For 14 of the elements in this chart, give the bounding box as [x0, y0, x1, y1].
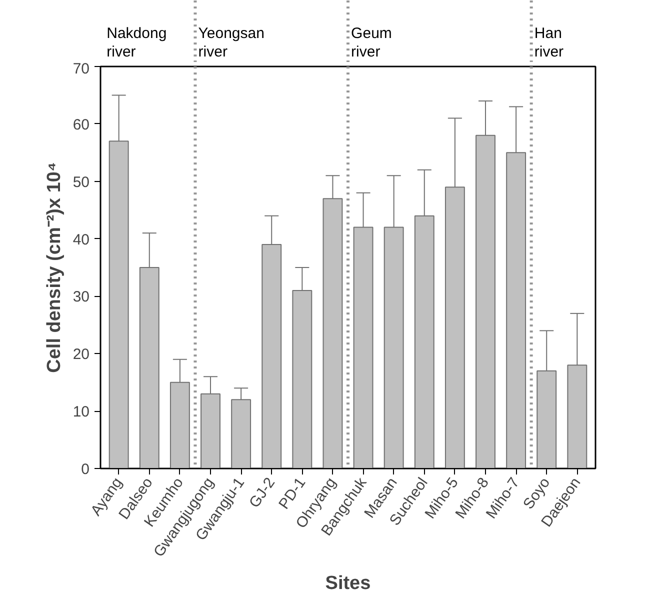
y-tick-label: 20	[72, 346, 90, 364]
text: Geum river	[351, 24, 392, 61]
text: Yeongsan river	[198, 24, 264, 61]
y-tick-label: 10	[72, 404, 90, 421]
x-axis-title: Sites	[325, 573, 371, 594]
y-tick-label: 50	[72, 174, 90, 191]
text: Han river	[534, 24, 564, 61]
y-tick-label: 70	[72, 60, 90, 78]
y-tick-label: 40	[72, 231, 90, 248]
y-axis-title: Cell density (cm⁻²)x 10⁴	[44, 162, 65, 373]
y-tick-label: 30	[72, 288, 90, 306]
text: Nakdong river	[106, 24, 167, 61]
y-tick-label: 60	[72, 116, 90, 134]
y-tick-label: 0	[81, 461, 90, 478]
